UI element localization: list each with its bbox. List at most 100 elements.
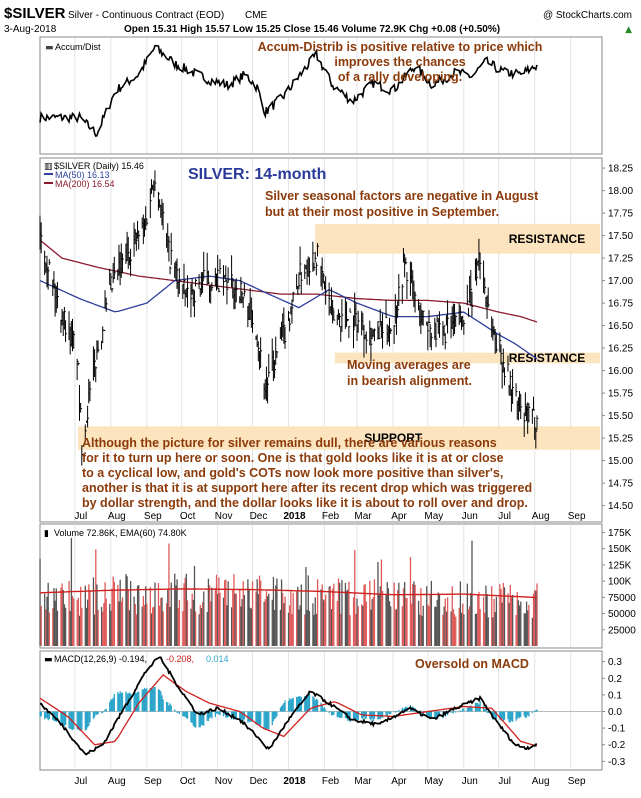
macd-histogram-bar bbox=[157, 689, 160, 712]
volume-bar bbox=[475, 613, 478, 646]
volume-bar bbox=[528, 604, 530, 646]
volume-bar bbox=[235, 593, 237, 646]
macd-histogram-bar bbox=[517, 711, 520, 718]
macd-histogram-bar bbox=[190, 711, 192, 723]
macd-histogram-bar bbox=[120, 693, 122, 712]
accum-dist-legend: Accum/Dist bbox=[55, 42, 101, 52]
macd-histogram-bar bbox=[64, 711, 67, 725]
macd-histogram-bar bbox=[165, 701, 168, 712]
macd-histogram-bar bbox=[355, 711, 357, 721]
macd-histogram-bar bbox=[298, 696, 300, 712]
macd-histogram-bar bbox=[320, 702, 322, 712]
x-tick-label: Aug bbox=[108, 776, 126, 787]
volume-bar bbox=[341, 580, 343, 646]
volume-bar bbox=[427, 604, 429, 646]
macd-histogram-bar bbox=[234, 711, 236, 720]
volume-bar bbox=[450, 611, 452, 646]
volume-bar bbox=[208, 585, 211, 646]
macd-histogram-bar bbox=[198, 711, 200, 728]
volume-bar bbox=[153, 606, 155, 646]
volume-bar bbox=[401, 606, 403, 646]
macd-histogram-bar bbox=[535, 710, 537, 712]
macd-histogram-bar bbox=[503, 711, 506, 720]
volume-bar bbox=[469, 606, 471, 646]
volume-bar bbox=[117, 584, 119, 646]
macd-histogram-bar bbox=[111, 699, 113, 712]
volume-bar bbox=[308, 611, 311, 646]
accum-dist-panel: ▬ Accum/Dist Accum-Distrib is positive r… bbox=[39, 36, 603, 155]
macd-histogram-bar bbox=[125, 691, 127, 712]
date-label: 3-Aug-2018 bbox=[4, 24, 57, 35]
macd-histogram-bar bbox=[434, 711, 436, 719]
a-d-glyph-icon: ▬ bbox=[45, 43, 54, 53]
macd-histogram-bar bbox=[128, 692, 131, 712]
macd-histogram-bar bbox=[287, 700, 290, 712]
macd-histogram-bar bbox=[276, 711, 278, 717]
volume-bar bbox=[296, 591, 298, 646]
volume-bar bbox=[178, 599, 181, 646]
volume-bar bbox=[177, 608, 179, 646]
price-legend-ma200: MA(200) 16.54 bbox=[55, 179, 115, 189]
macd-histogram-bar bbox=[455, 711, 457, 713]
macd-histogram-bar bbox=[112, 697, 114, 712]
volume-bar bbox=[314, 597, 316, 646]
volume-bar bbox=[466, 583, 469, 646]
volume-bar bbox=[232, 589, 234, 646]
volume-bar bbox=[260, 580, 262, 646]
volume-bar bbox=[364, 583, 366, 646]
volume-bar bbox=[525, 601, 528, 646]
volume-bar bbox=[536, 583, 538, 646]
volume-bar bbox=[152, 607, 154, 646]
volume-bar bbox=[352, 597, 355, 646]
macd-histogram-bar bbox=[283, 702, 285, 712]
macd-histogram-bar bbox=[349, 711, 351, 723]
volume-bar bbox=[47, 582, 49, 646]
volume-bar bbox=[321, 584, 323, 646]
volume-bar bbox=[494, 612, 496, 646]
macd-histogram-bar bbox=[354, 711, 356, 720]
macd-histogram-bar bbox=[97, 711, 99, 715]
volume-bar bbox=[385, 595, 387, 646]
price-x-axis: Jul Aug Sep Oct Nov Dec 2018 Feb Mar Apr May Jun Jul… bbox=[74, 511, 586, 522]
volume-bar bbox=[126, 576, 128, 646]
volume-bar bbox=[64, 607, 67, 646]
volume-bar bbox=[239, 588, 241, 646]
macd-histogram-bar bbox=[525, 711, 528, 718]
volume-bar bbox=[532, 593, 535, 646]
volume-bar bbox=[273, 609, 276, 646]
macd-histogram-bar bbox=[356, 711, 358, 720]
macd-histogram-bar bbox=[451, 711, 453, 713]
macd-histogram-bar bbox=[402, 708, 405, 712]
volume-bar bbox=[338, 582, 341, 646]
volume-bar bbox=[291, 614, 293, 646]
macd-histogram-bar bbox=[39, 711, 41, 718]
price-y-tick-label: 16.25 bbox=[608, 344, 633, 355]
volume-ema-line bbox=[40, 588, 538, 599]
macd-histogram-bar bbox=[60, 711, 62, 725]
volume-glyph-icon: ▮ bbox=[44, 529, 49, 539]
volume-bar bbox=[462, 603, 464, 646]
volume-bar bbox=[386, 582, 388, 646]
macd-histogram-bar bbox=[218, 711, 220, 715]
volume-bar bbox=[161, 597, 163, 646]
volume-bar bbox=[73, 598, 75, 646]
macd-histogram-bar bbox=[206, 711, 208, 721]
volume-y-tick-label: 100K bbox=[608, 577, 632, 588]
volume-bar bbox=[170, 582, 172, 646]
macd-histogram-bar bbox=[527, 711, 529, 716]
macd-histogram-bar bbox=[219, 711, 221, 716]
volume-bar bbox=[85, 607, 88, 646]
macd-histogram-bar bbox=[323, 707, 326, 712]
macd-histogram-bar bbox=[430, 711, 433, 719]
volume-bar bbox=[387, 588, 390, 646]
macd-histogram-bar bbox=[183, 711, 185, 717]
macd-histogram-bar bbox=[493, 711, 495, 720]
macd-histogram-bar bbox=[162, 699, 164, 712]
macd-histogram-bar bbox=[248, 711, 250, 722]
macd-histogram-bar bbox=[208, 711, 211, 719]
x-tick-label: Apr bbox=[391, 776, 407, 787]
macd-histogram-bar bbox=[69, 711, 71, 730]
volume-bar bbox=[215, 574, 218, 646]
macd-histogram-bar bbox=[255, 711, 257, 725]
macd-histogram-bar bbox=[265, 711, 268, 731]
